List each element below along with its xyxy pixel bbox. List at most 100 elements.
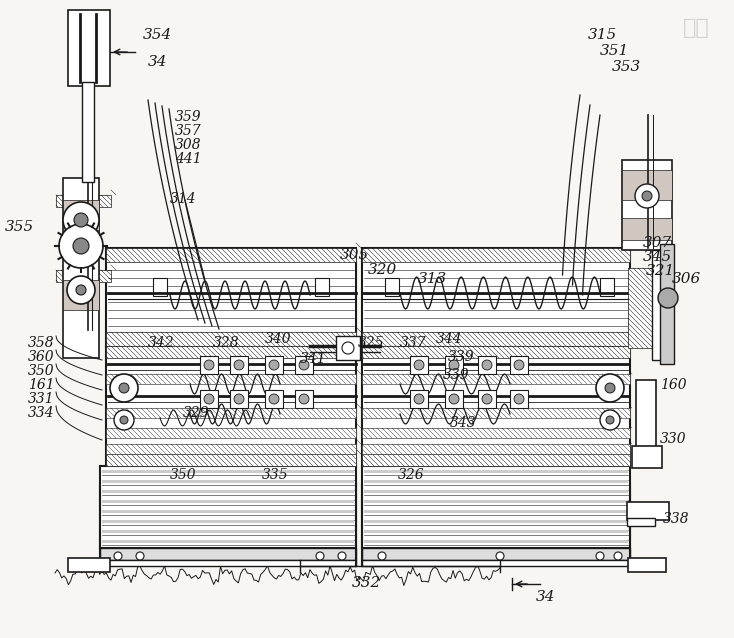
Bar: [106, 248, 356, 346]
Bar: [478, 356, 496, 374]
Bar: [636, 380, 656, 450]
Text: 350: 350: [170, 468, 197, 482]
Circle shape: [378, 552, 386, 560]
Bar: [364, 530, 628, 533]
Bar: [628, 558, 666, 572]
Bar: [364, 520, 628, 523]
Bar: [362, 454, 630, 466]
Text: 326: 326: [398, 468, 425, 482]
Bar: [102, 520, 354, 523]
Bar: [68, 10, 110, 86]
Text: 345: 345: [643, 250, 672, 264]
Text: 337: 337: [400, 336, 426, 350]
Bar: [153, 278, 167, 296]
Bar: [364, 540, 628, 543]
Bar: [265, 356, 283, 374]
Bar: [106, 248, 356, 262]
Text: 357: 357: [175, 124, 202, 138]
Circle shape: [605, 383, 615, 393]
Bar: [478, 390, 496, 408]
Bar: [362, 560, 630, 566]
Circle shape: [74, 213, 88, 227]
Circle shape: [67, 276, 95, 304]
Bar: [102, 500, 354, 503]
Bar: [362, 466, 630, 548]
Bar: [362, 408, 630, 418]
Bar: [627, 502, 669, 520]
Bar: [63, 280, 99, 310]
Bar: [627, 518, 655, 526]
Text: 321: 321: [646, 264, 675, 278]
Text: 342: 342: [148, 336, 175, 350]
Bar: [362, 548, 630, 560]
Text: 351: 351: [600, 44, 629, 58]
Bar: [82, 82, 94, 182]
Text: 339: 339: [448, 350, 475, 364]
Bar: [200, 390, 218, 408]
Bar: [600, 278, 614, 296]
Bar: [410, 356, 428, 374]
Text: 355: 355: [5, 220, 34, 234]
Bar: [364, 510, 628, 513]
Circle shape: [414, 360, 424, 370]
Bar: [102, 540, 354, 543]
Circle shape: [204, 394, 214, 404]
Circle shape: [234, 360, 244, 370]
Text: 341: 341: [300, 352, 327, 366]
Circle shape: [482, 360, 492, 370]
Text: 160: 160: [660, 378, 686, 392]
Bar: [364, 470, 628, 473]
Circle shape: [114, 410, 134, 430]
Text: 315: 315: [588, 28, 617, 42]
Bar: [106, 408, 356, 418]
Text: 354: 354: [143, 28, 172, 42]
Circle shape: [658, 288, 678, 308]
Circle shape: [119, 383, 129, 393]
Text: 340: 340: [265, 332, 291, 346]
Bar: [63, 178, 99, 358]
Circle shape: [73, 238, 89, 254]
Circle shape: [449, 394, 459, 404]
Bar: [336, 336, 360, 360]
Text: 353: 353: [612, 60, 642, 74]
Circle shape: [204, 360, 214, 370]
Bar: [230, 356, 248, 374]
Circle shape: [76, 285, 86, 295]
Text: 360: 360: [28, 350, 54, 364]
Circle shape: [63, 202, 99, 238]
Circle shape: [482, 394, 492, 404]
Circle shape: [614, 552, 622, 560]
Bar: [102, 480, 354, 483]
Text: 350: 350: [28, 364, 54, 378]
Text: 358: 358: [28, 336, 54, 350]
Bar: [106, 346, 356, 466]
Circle shape: [114, 552, 122, 560]
Bar: [265, 390, 283, 408]
Circle shape: [316, 552, 324, 560]
Bar: [230, 390, 248, 408]
Bar: [385, 278, 399, 296]
Text: 307: 307: [643, 236, 672, 250]
Text: 441: 441: [175, 152, 202, 166]
Text: 332: 332: [352, 576, 381, 590]
Circle shape: [299, 394, 309, 404]
Bar: [362, 444, 630, 454]
Bar: [200, 356, 218, 374]
Bar: [102, 490, 354, 493]
Text: 325: 325: [358, 336, 385, 350]
Bar: [295, 390, 313, 408]
Circle shape: [596, 374, 624, 402]
Circle shape: [514, 394, 524, 404]
Bar: [628, 268, 658, 348]
Circle shape: [110, 374, 138, 402]
Text: 34: 34: [148, 55, 167, 69]
Bar: [102, 470, 354, 473]
Bar: [68, 558, 110, 572]
Bar: [100, 560, 356, 566]
Circle shape: [269, 360, 279, 370]
Text: 335: 335: [262, 468, 288, 482]
Circle shape: [642, 191, 652, 201]
Bar: [106, 454, 356, 466]
Bar: [102, 510, 354, 513]
Bar: [410, 390, 428, 408]
